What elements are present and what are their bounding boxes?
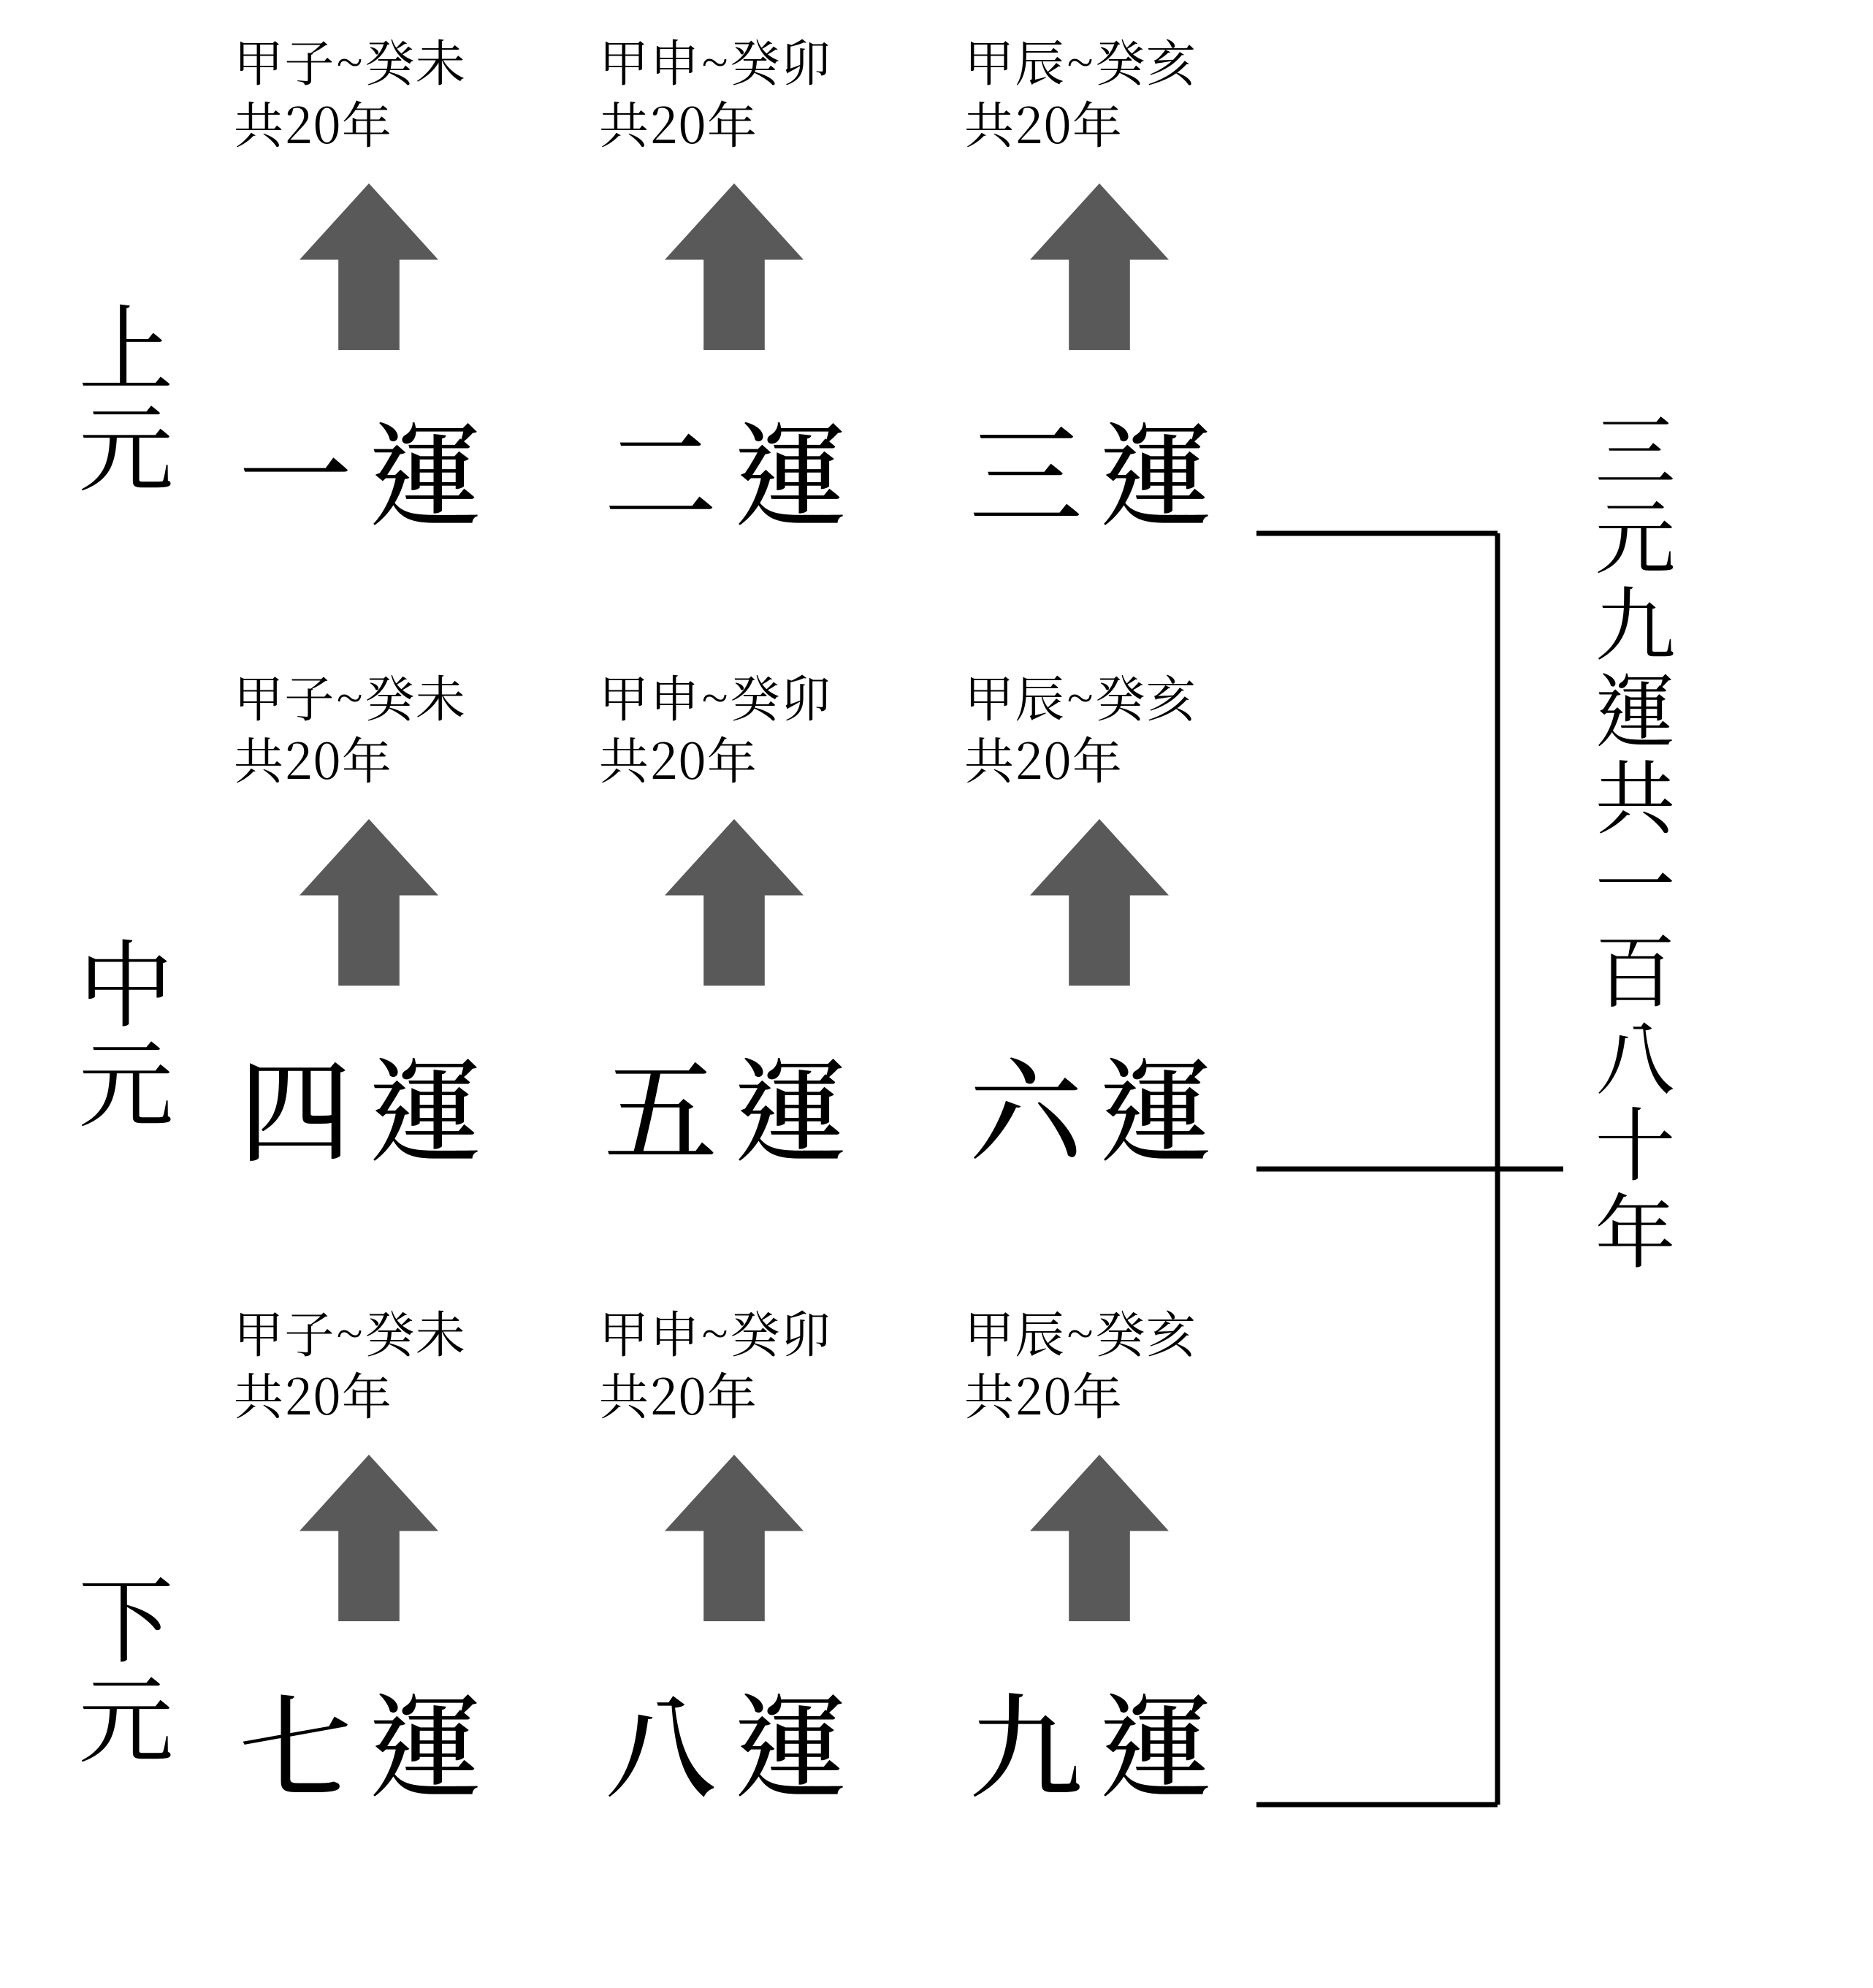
up-arrow-icon bbox=[665, 818, 804, 986]
cell-range: 甲申~癸卯 bbox=[599, 1300, 891, 1363]
arrow-wrap bbox=[577, 183, 891, 354]
cell-duration: 共20年 bbox=[599, 727, 891, 789]
cell-note: 甲辰~癸亥 共20年 bbox=[942, 665, 1256, 789]
cell-label: 八運 bbox=[577, 1658, 891, 1821]
cell-range: 甲申~癸卯 bbox=[599, 665, 891, 727]
era-label: 中元 bbox=[58, 935, 175, 1135]
cell-yun-8: 甲申~癸卯 共20年 八運 bbox=[577, 1300, 891, 1936]
cell-label: 三運 bbox=[942, 387, 1256, 549]
cell-note: 甲申~癸卯 共20年 bbox=[577, 29, 891, 153]
cell-label: 九運 bbox=[942, 1658, 1256, 1821]
cell-duration: 共20年 bbox=[964, 91, 1256, 153]
arrow-wrap bbox=[212, 183, 526, 354]
cell-label: 四運 bbox=[212, 1023, 526, 1185]
cell-note: 甲辰~癸亥 共20年 bbox=[942, 29, 1256, 153]
cell-label: 二運 bbox=[577, 387, 891, 549]
cell-yun-7: 甲子~癸未 共20年 七運 bbox=[212, 1300, 526, 1936]
cell-yun-5: 甲申~癸卯 共20年 五運 bbox=[577, 665, 891, 1300]
up-arrow-icon bbox=[300, 183, 438, 351]
era-label: 下元 bbox=[58, 1571, 175, 1770]
cell-label: 六運 bbox=[942, 1023, 1256, 1185]
up-arrow-icon bbox=[300, 818, 438, 986]
cell-note: 甲子~癸未 共20年 bbox=[212, 665, 526, 789]
cell-range: 甲子~癸未 bbox=[234, 665, 526, 727]
rows-container: 上元 甲子~癸未 共20年 一運 甲申~癸卯 bbox=[58, 29, 1256, 1936]
arrow-wrap bbox=[942, 818, 1256, 990]
cell-duration: 共20年 bbox=[964, 727, 1256, 789]
bracket-lines bbox=[1256, 29, 1563, 1958]
cell-yun-9: 甲辰~癸亥 共20年 九運 bbox=[942, 1300, 1256, 1936]
row-zhong-yuan: 中元 甲子~癸未 共20年 四運 甲申~癸卯 bbox=[58, 665, 1256, 1300]
up-arrow-icon bbox=[300, 1454, 438, 1622]
arrow-wrap bbox=[577, 818, 891, 990]
cell-duration: 共20年 bbox=[234, 1363, 526, 1425]
cell-note: 甲子~癸未 共20年 bbox=[212, 1300, 526, 1425]
up-arrow-icon bbox=[665, 1454, 804, 1622]
row-shang-yuan: 上元 甲子~癸未 共20年 一運 甲申~癸卯 bbox=[58, 29, 1256, 665]
arrow-wrap bbox=[942, 183, 1256, 354]
cell-note: 甲子~癸未 共20年 bbox=[212, 29, 526, 153]
row-cells: 甲子~癸未 共20年 四運 甲申~癸卯 共20年 bbox=[212, 665, 1256, 1300]
era-label: 上元 bbox=[58, 300, 175, 499]
cell-range: 甲辰~癸亥 bbox=[964, 665, 1256, 727]
arrow-wrap bbox=[212, 1454, 526, 1626]
cell-note: 甲申~癸卯 共20年 bbox=[577, 1300, 891, 1425]
cell-note: 甲辰~癸亥 共20年 bbox=[942, 1300, 1256, 1425]
cell-duration: 共20年 bbox=[964, 1363, 1256, 1425]
sanyuan-jiuyun-diagram: 上元 甲子~癸未 共20年 一運 甲申~癸卯 bbox=[58, 29, 1812, 1958]
cell-range: 甲子~癸未 bbox=[234, 29, 526, 91]
cell-yun-4: 甲子~癸未 共20年 四運 bbox=[212, 665, 526, 1300]
cell-label: 七運 bbox=[212, 1658, 526, 1821]
cell-range: 甲辰~癸亥 bbox=[964, 1300, 1256, 1363]
cell-duration: 共20年 bbox=[599, 91, 891, 153]
cell-duration: 共20年 bbox=[234, 727, 526, 789]
cell-range: 甲子~癸未 bbox=[234, 1300, 526, 1363]
cell-duration: 共20年 bbox=[234, 91, 526, 153]
cell-duration: 共20年 bbox=[599, 1363, 891, 1425]
total-label: 三元九運共一百八十年 bbox=[1592, 409, 1677, 1277]
cell-range: 甲辰~癸亥 bbox=[964, 29, 1256, 91]
up-arrow-icon bbox=[1030, 183, 1169, 351]
arrow-wrap bbox=[212, 818, 526, 990]
row-xia-yuan: 下元 甲子~癸未 共20年 七運 甲申~癸卯 bbox=[58, 1300, 1256, 1936]
cell-range: 甲申~癸卯 bbox=[599, 29, 891, 91]
row-cells: 甲子~癸未 共20年 一運 甲申~癸卯 共20年 bbox=[212, 29, 1256, 665]
arrow-wrap bbox=[577, 1454, 891, 1626]
arrow-wrap bbox=[942, 1454, 1256, 1626]
up-arrow-icon bbox=[665, 183, 804, 351]
up-arrow-icon bbox=[1030, 818, 1169, 986]
cell-label: 五運 bbox=[577, 1023, 891, 1185]
row-cells: 甲子~癸未 共20年 七運 甲申~癸卯 共20年 bbox=[212, 1300, 1256, 1936]
cell-yun-3: 甲辰~癸亥 共20年 三運 bbox=[942, 29, 1256, 665]
up-arrow-icon bbox=[1030, 1454, 1169, 1622]
cell-label: 一運 bbox=[212, 387, 526, 549]
cell-note: 甲申~癸卯 共20年 bbox=[577, 665, 891, 789]
cell-yun-2: 甲申~癸卯 共20年 二運 bbox=[577, 29, 891, 665]
cell-yun-6: 甲辰~癸亥 共20年 六運 bbox=[942, 665, 1256, 1300]
cell-yun-1: 甲子~癸未 共20年 一運 bbox=[212, 29, 526, 665]
